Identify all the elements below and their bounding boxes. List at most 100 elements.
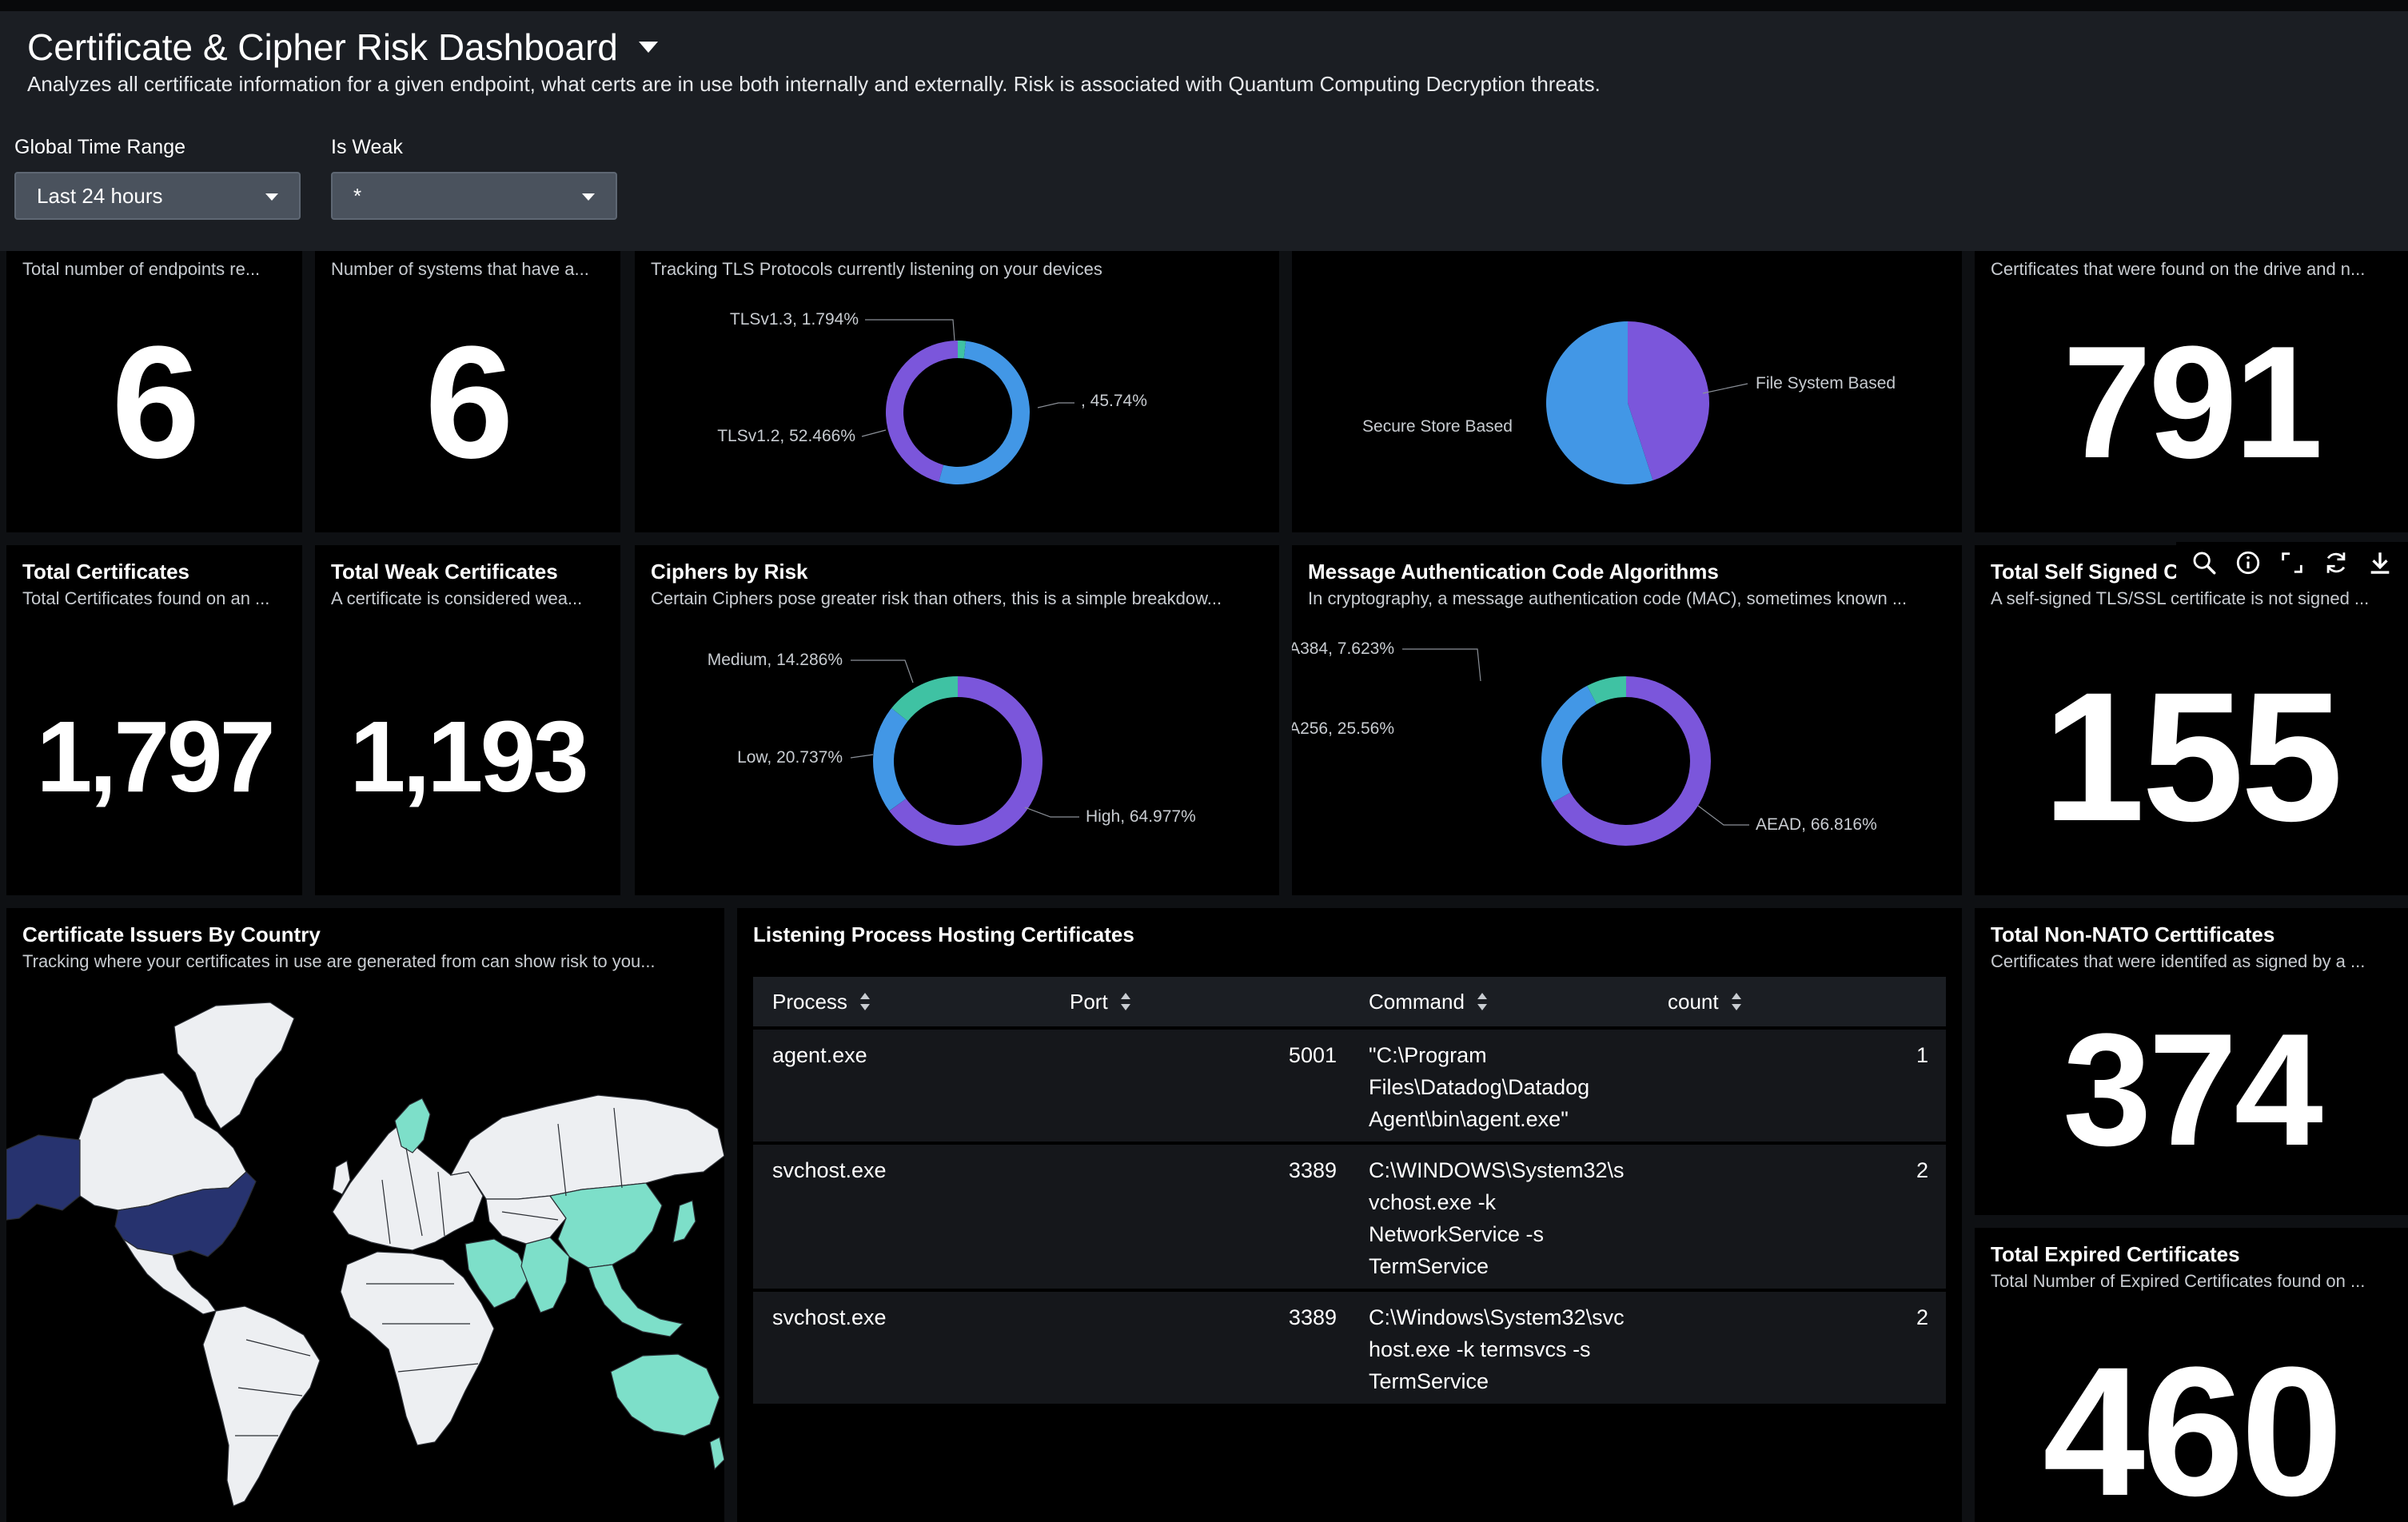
panel-description: Total number of endpoints re...: [22, 259, 261, 279]
download-icon[interactable]: [2366, 549, 2394, 576]
command-line: TermService: [1369, 1254, 1489, 1278]
cell-count: 2: [1916, 1158, 1928, 1182]
table-row[interactable]: svchost.exe 3389 C:\Windows\System32\svc…: [753, 1289, 1946, 1404]
command-line: NetworkService -s: [1369, 1222, 1545, 1246]
command-line: vchost.exe -k: [1369, 1190, 1497, 1214]
storage-type-panel: File System Based Secure Store Based: [1292, 251, 1962, 532]
non-nato-value: 374: [2063, 1001, 2323, 1179]
time-range-label: Global Time Range: [14, 136, 186, 158]
column-header-count[interactable]: count: [1668, 990, 1741, 1014]
mac-algorithms-panel: Message Authentication Code Algorithms I…: [1292, 545, 1962, 895]
map-region-india: [520, 1237, 570, 1313]
cell-process: agent.exe: [772, 1043, 867, 1067]
chart-data-label: Medium, 14.286%: [708, 651, 843, 669]
command-line: Files\Datadog\Datadog: [1369, 1075, 1590, 1099]
total-certificates-panel: Total Certificates Total Certificates fo…: [6, 545, 302, 895]
panel-title: Total Self Signed C: [1991, 560, 2179, 584]
world-map[interactable]: [6, 908, 724, 1522]
chart-data-label: Secure Store Based: [1362, 417, 1513, 436]
chart-data-label: TLSv1.3, 1.794%: [730, 310, 859, 329]
column-header-command[interactable]: Command: [1369, 990, 1487, 1014]
panel-description: Certain Ciphers pose greater risk than o…: [651, 588, 1222, 608]
panel-title: Total Non-NATO Certtificates: [1991, 922, 2275, 946]
self-signed-panel: Total Self Signed C A self-signed TLS/SS…: [1975, 545, 2408, 895]
chart-slice[interactable]: [958, 341, 967, 359]
command-line: C:\Windows\System32\svc: [1369, 1305, 1625, 1329]
title-row[interactable]: Certificate & Cipher Risk Dashboard: [27, 26, 658, 69]
label-leader-line: [1702, 383, 1748, 394]
column-label: count: [1668, 989, 1719, 1014]
info-icon[interactable]: [2235, 549, 2262, 576]
panel-title: Total Weak Certificates: [331, 560, 558, 584]
expand-icon[interactable]: [2278, 549, 2306, 576]
page-title: Certificate & Cipher Risk Dashboard: [27, 26, 618, 68]
label-leader-line: [1037, 402, 1074, 408]
map-region-new-zealand: [709, 1436, 724, 1471]
cell-process: svchost.exe: [772, 1305, 887, 1329]
column-header-port[interactable]: Port: [1070, 990, 1130, 1014]
chart-slice[interactable]: [873, 707, 908, 811]
top-bar: [0, 0, 2408, 11]
refresh-icon[interactable]: [2322, 549, 2350, 576]
chart-slice[interactable]: [886, 341, 958, 482]
table-row[interactable]: agent.exe 5001 "C:\Program Files\Datadog…: [753, 1026, 1946, 1142]
command-line: Agent\bin\agent.exe": [1369, 1107, 1569, 1131]
sort-icon: [1477, 993, 1487, 1010]
sort-icon: [859, 993, 870, 1010]
chart-slice[interactable]: [1541, 685, 1597, 803]
command-line: "C:\Program: [1369, 1043, 1487, 1067]
map-region-scandinavia: [394, 1098, 431, 1153]
ciphers-by-risk-panel: Ciphers by Risk Certain Ciphers pose gre…: [635, 545, 1279, 895]
chart-slice[interactable]: [891, 676, 958, 722]
chart-slice[interactable]: [1587, 676, 1626, 705]
chevron-down-icon: [582, 193, 595, 201]
panel-description: A self-signed TLS/SSL certificate is not…: [1991, 588, 2370, 608]
label-leader-line: [1402, 648, 1481, 682]
chart-slice[interactable]: [1546, 321, 1653, 484]
is-weak-value: *: [353, 184, 362, 208]
column-label: Process: [772, 989, 847, 1014]
chevron-down-icon[interactable]: [638, 42, 658, 53]
command-line: host.exe -k termsvcs -s: [1369, 1337, 1591, 1361]
map-borders: [235, 1107, 623, 1436]
page-subtitle: Analyzes all certificate information for…: [27, 72, 1601, 96]
chart-slice[interactable]: [1628, 321, 1709, 481]
label-leader-line: [865, 319, 955, 341]
cell-port: 3389: [1288, 1158, 1337, 1182]
cell-process: svchost.exe: [772, 1158, 887, 1182]
panel-description: Tracking where your certificates in use …: [22, 951, 656, 971]
self-signed-value: 155: [2043, 654, 2343, 859]
label-leader-line: [1024, 807, 1079, 818]
panel-description: Certificates that were found on the driv…: [1991, 259, 2366, 279]
panel-description: In cryptography, a message authenticatio…: [1308, 588, 1908, 608]
table-row[interactable]: svchost.exe 3389 C:\WINDOWS\System32\s v…: [753, 1142, 1946, 1289]
chart-data-label: AEAD, 66.816%: [1756, 815, 1877, 834]
map-region-australia: [610, 1353, 720, 1436]
label-leader-line: [1697, 805, 1749, 826]
map-region-russia: [449, 1094, 724, 1200]
systems-value: 6: [425, 313, 513, 492]
map-region-south-america: [202, 1305, 321, 1507]
column-label: Command: [1369, 989, 1465, 1014]
column-header-process[interactable]: Process: [772, 990, 870, 1014]
panel-description: A certificate is considered wea...: [331, 588, 583, 608]
mac-donut-chart: AEAD, 66.816% SHA256, 25.56% SHA384, 7.623…: [1292, 639, 1877, 846]
command-line: C:\WINDOWS\System32\s: [1369, 1158, 1625, 1182]
is-weak-filter: Is Weak *: [331, 136, 617, 220]
panel-description: Tracking TLS Protocols currently listeni…: [651, 259, 1102, 279]
panel-title: Total Certificates: [22, 560, 190, 584]
time-range-select[interactable]: Last 24 hours: [14, 172, 301, 220]
drive-certificates-panel: Certificates that were found on the driv…: [1975, 251, 2408, 532]
tls-protocols-panel: Tracking TLS Protocols currently listeni…: [635, 251, 1279, 532]
table-header: Process Port Command count: [753, 977, 1946, 1026]
search-icon[interactable]: [2191, 549, 2218, 576]
cell-port: 3389: [1288, 1305, 1337, 1329]
chart-slice[interactable]: [939, 341, 1030, 484]
weak-certificates-panel: Total Weak Certificates A certificate is…: [315, 545, 620, 895]
chevron-down-icon: [265, 193, 278, 201]
endpoints-panel: Total number of endpoints re... 6: [6, 251, 302, 532]
is-weak-label: Is Weak: [331, 136, 403, 158]
drive-certificates-value: 791: [2063, 313, 2323, 492]
issuers-by-country-panel: Certificate Issuers By Country Tracking …: [6, 908, 724, 1522]
is-weak-select[interactable]: *: [331, 172, 617, 220]
